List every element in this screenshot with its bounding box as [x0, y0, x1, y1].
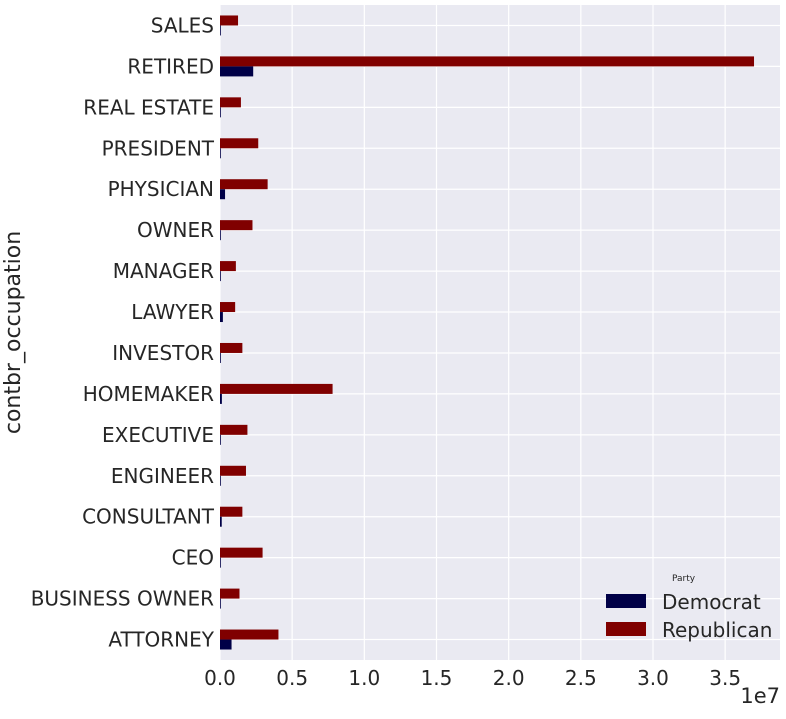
bar-republican-business-owner	[220, 588, 240, 599]
bar-democrat-sales	[220, 25, 221, 36]
bar-democrat-president	[220, 148, 221, 159]
bars	[220, 15, 755, 650]
legend-swatch-democrat	[606, 594, 646, 608]
bar-democrat-ceo	[220, 557, 221, 568]
category-label: BUSINESS OWNER	[31, 587, 214, 611]
x-tick-label: 3.0	[637, 666, 669, 690]
legend-swatch-republican	[606, 622, 646, 636]
bar-republican-physician	[220, 179, 268, 190]
bar-democrat-homemaker	[220, 393, 222, 404]
bar-republican-manager	[220, 261, 236, 272]
category-label: REAL ESTATE	[83, 95, 214, 119]
category-label: EXECUTIVE	[102, 423, 214, 447]
bar-republican-homemaker	[220, 383, 333, 394]
category-label: CONSULTANT	[82, 505, 215, 529]
plot-background	[220, 5, 780, 660]
category-label: SALES	[151, 13, 214, 37]
bar-republican-owner	[220, 220, 253, 231]
bar-democrat-engineer	[220, 475, 221, 486]
x-axis-offset-label: 1e7	[740, 684, 780, 708]
bar-democrat-retired	[220, 66, 254, 77]
category-label: MANAGER	[113, 259, 214, 283]
bar-republican-engineer	[220, 465, 246, 476]
category-label: INVESTOR	[112, 341, 214, 365]
bar-democrat-business-owner	[220, 598, 221, 609]
category-label: HOMEMAKER	[83, 382, 214, 406]
x-tick-label: 3.5	[709, 666, 741, 690]
x-tick-label: 1.5	[421, 666, 453, 690]
bar-republican-retired	[220, 56, 755, 67]
bar-democrat-physician	[220, 189, 226, 200]
bar-democrat-executive	[220, 434, 221, 445]
bar-democrat-owner	[220, 230, 221, 241]
category-label: PHYSICIAN	[108, 177, 214, 201]
category-label: CEO	[172, 546, 214, 570]
x-tick-label: 2.0	[493, 666, 525, 690]
category-label: RETIRED	[127, 54, 214, 78]
category-label: LAWYER	[131, 300, 214, 324]
grid-lines	[219, 5, 780, 660]
bar-republican-lawyer	[220, 302, 236, 313]
category-label: ATTORNEY	[108, 628, 214, 652]
bar-republican-attorney	[220, 629, 279, 640]
bar-republican-consultant	[220, 506, 243, 517]
legend-label-democrat: Democrat	[662, 590, 761, 614]
legend: Party Democrat Republican	[606, 574, 772, 642]
bar-democrat-real-estate	[220, 107, 221, 118]
bar-democrat-investor	[220, 352, 221, 363]
category-label: OWNER	[137, 218, 214, 242]
y-axis-title: contbr_occupation	[1, 231, 26, 434]
bar-democrat-lawyer	[220, 312, 223, 323]
category-label: PRESIDENT	[102, 136, 215, 160]
legend-label-republican: Republican	[662, 618, 772, 642]
bar-republican-sales	[220, 15, 239, 26]
y-tick-labels: SALES RETIRED REAL ESTATE PRESIDENT PHYSICIA…	[31, 13, 215, 651]
category-label: ENGINEER	[111, 464, 214, 488]
bar-democrat-attorney	[220, 639, 232, 650]
x-tick-labels: 0.0 0.5 1.0 1.5 2.0 2.5 3.0 3.5	[204, 666, 741, 690]
bar-republican-investor	[220, 342, 243, 353]
bar-republican-president	[220, 138, 259, 149]
x-tick-label: 0.0	[204, 666, 236, 690]
bar-republican-executive	[220, 424, 248, 435]
legend-title: Party	[672, 574, 696, 584]
bar-democrat-manager	[220, 271, 221, 282]
x-tick-label: 1.0	[348, 666, 380, 690]
bar-republican-real-estate	[220, 97, 241, 108]
x-tick-label: 0.5	[276, 666, 308, 690]
bar-democrat-consultant	[220, 516, 222, 527]
bar-republican-ceo	[220, 547, 263, 558]
x-tick-label: 2.5	[565, 666, 597, 690]
